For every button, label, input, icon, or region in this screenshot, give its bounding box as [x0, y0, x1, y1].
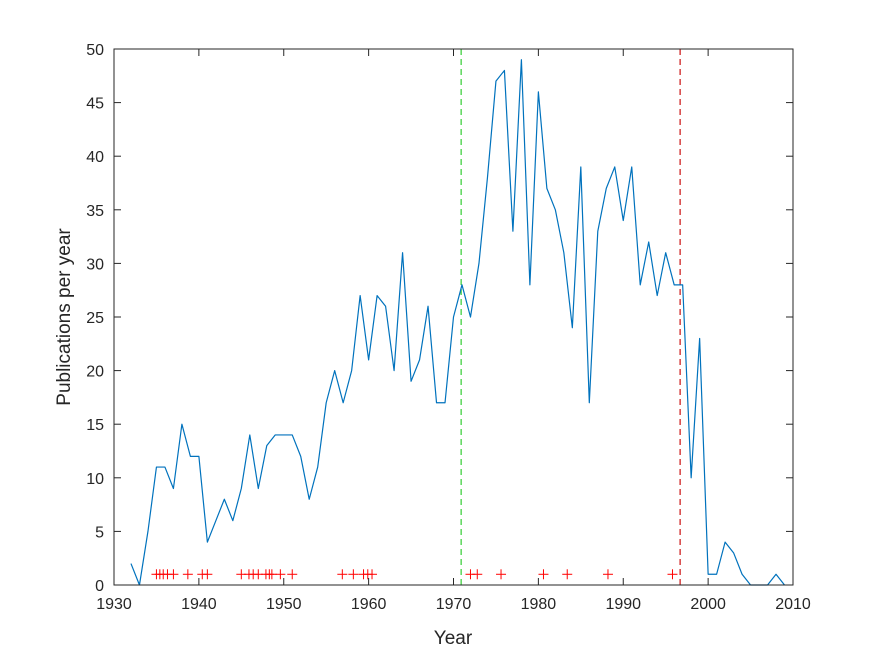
y-tick-label: 25 [86, 310, 104, 327]
y-tick-label: 30 [86, 256, 104, 273]
x-axis-label: Year [434, 628, 473, 649]
plus-marker [168, 569, 179, 580]
y-tick-label: 40 [86, 149, 104, 166]
plus-marker [496, 569, 507, 580]
y-tick-label: 0 [95, 578, 104, 595]
x-tick-label: 1970 [436, 596, 472, 613]
y-tick-label: 10 [86, 471, 104, 488]
x-tick-label: 2000 [690, 596, 726, 613]
x-tick-label: 1960 [351, 596, 387, 613]
plus-marker [602, 569, 613, 580]
y-tick-label: 15 [86, 417, 104, 434]
x-tick-label: 1950 [266, 596, 302, 613]
plus-marker [667, 569, 678, 580]
plus-marker [472, 569, 483, 580]
y-tick-label: 5 [95, 524, 104, 541]
plus-marker [266, 569, 277, 580]
x-tick-label: 1940 [181, 596, 217, 613]
plus-marker [538, 569, 549, 580]
y-axis-ticks: 0 5 10 15 20 25 30 35 40 45 50 [86, 42, 793, 595]
plus-marker [562, 569, 573, 580]
series-line [130, 59, 785, 586]
series-group [130, 59, 785, 586]
y-tick-label: 20 [86, 364, 104, 381]
x-tick-label: 1930 [96, 596, 132, 613]
plus-marker [202, 569, 213, 580]
plus-marker [337, 569, 348, 580]
marker-group [151, 569, 678, 580]
x-tick-label: 1990 [605, 596, 641, 613]
y-tick-label: 45 [86, 96, 104, 113]
y-tick-label: 50 [86, 42, 104, 59]
plus-marker [287, 569, 298, 580]
y-tick-label: 35 [86, 203, 104, 220]
y-axis-label: Publications per year [54, 228, 75, 406]
plus-marker [275, 569, 286, 580]
plus-marker [348, 569, 359, 580]
x-axis-ticks: 1930 1940 1950 1960 1970 1980 1990 2000 2010 [96, 49, 811, 613]
plus-marker [367, 569, 378, 580]
x-tick-label: 2010 [775, 596, 811, 613]
x-tick-label: 1980 [521, 596, 557, 613]
plus-marker [182, 569, 193, 580]
